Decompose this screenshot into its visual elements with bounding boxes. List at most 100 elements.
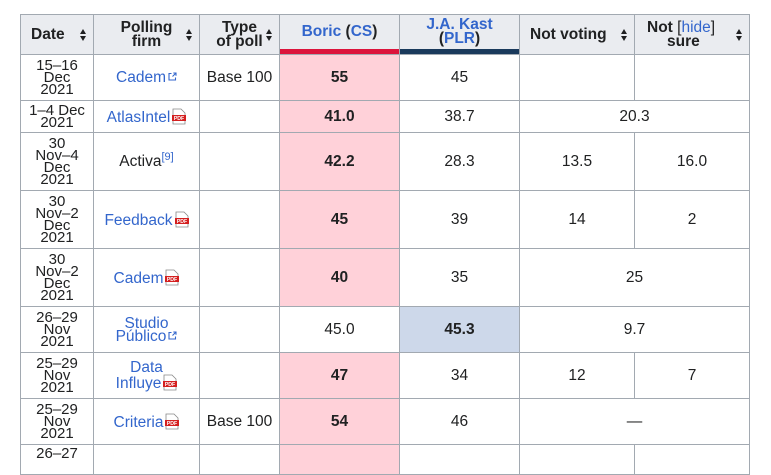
firm-link[interactable]: Influye <box>115 374 162 392</box>
sort-icon[interactable] <box>266 28 273 41</box>
hide-link[interactable]: hide <box>681 18 711 36</box>
date-line: 30 <box>48 134 66 152</box>
kast-value-cell: 38.7 <box>399 100 520 133</box>
sort-icon[interactable] <box>80 28 87 41</box>
date-line: Nov <box>43 320 71 338</box>
col-header-type[interactable]: Type of poll <box>199 14 280 55</box>
hide-toggle[interactable]: [hide] <box>677 18 716 36</box>
col-header-date[interactable]: Date <box>20 14 94 55</box>
type-cell: Base 100 <box>199 398 280 445</box>
date-line: 15–16 <box>36 56 78 74</box>
boric-link[interactable]: Boric <box>301 22 342 40</box>
table-row: 25–29 Nov 2021 Data Influye PDF 47 34 12 … <box>20 352 750 399</box>
firm-link[interactable]: Cadem <box>116 69 166 86</box>
date-line: 2021 <box>40 113 74 131</box>
date-line: Dec <box>43 216 71 234</box>
kast-party-link[interactable]: PLR <box>444 29 475 47</box>
table-row: 1–4 Dec 2021 AtlasIntel PDF 41.0 38.7 20.… <box>20 100 750 133</box>
firm-link[interactable]: Cadem <box>113 270 164 287</box>
date-cell: 30 Nov–2 Dec 2021 <box>20 190 94 249</box>
date-cell: 1–4 Dec 2021 <box>20 100 94 133</box>
col-header-type-label: Type of poll <box>216 19 263 49</box>
date-line: Dec <box>43 68 71 86</box>
svg-text:PDF: PDF <box>167 277 177 283</box>
kast-link[interactable]: J.A. Kast <box>426 15 493 33</box>
kast-value-cell: 28.3 <box>399 132 520 191</box>
merged-undecided-cell: 9.7 <box>519 306 750 353</box>
date-line: 1–4 Dec <box>29 101 85 119</box>
merged-undecided-cell: 25 <box>519 248 750 307</box>
col-header-not-voting[interactable]: Not voting <box>519 14 635 55</box>
firm-link[interactable]: AtlasIntel <box>106 109 171 126</box>
table-row: 25–29 Nov 2021 Criteria PDF Base 100 54 4… <box>20 398 750 445</box>
pdf-icon: PDF <box>165 413 180 430</box>
date-line: 30 <box>48 192 66 210</box>
date-line: Nov <box>43 366 71 384</box>
kast-value-cell: 45.3 <box>399 306 520 353</box>
pdf-icon: PDF <box>174 211 189 228</box>
boric-party-paren-open: ( <box>345 22 351 40</box>
date-line: Nov–4 <box>35 146 79 164</box>
sort-icon[interactable] <box>621 28 628 41</box>
date-cell: 30 Nov–4 Dec 2021 <box>20 132 94 191</box>
date-line: 2021 <box>40 378 74 396</box>
not-voting-cell: 12 <box>519 352 635 399</box>
boric-value-cell: 54 <box>279 398 400 445</box>
boric-party-paren-close: ) <box>372 22 378 40</box>
col-header-firm[interactable]: Polling firm <box>93 14 200 55</box>
date-line: Nov–2 <box>35 204 79 222</box>
type-cell <box>199 190 280 249</box>
date-line: Dec <box>43 274 71 292</box>
svg-text:PDF: PDF <box>176 219 186 225</box>
kast-value-cell: 35 <box>399 248 520 307</box>
col-header-kast[interactable]: J.A. Kast (PLR) <box>399 14 520 55</box>
not-sure-cell <box>634 444 750 475</box>
boric-value-cell: 47 <box>279 352 400 399</box>
sort-icon[interactable] <box>736 28 743 41</box>
external-link-icon <box>168 72 177 81</box>
col-header-firm-label: Polling firm <box>120 18 173 50</box>
table-row: 26–27 <box>20 444 750 475</box>
boric-value-cell: 45.0 <box>279 306 400 353</box>
boric-value-cell: 55 <box>279 54 400 101</box>
firm-header-line2: firm <box>131 32 162 50</box>
pdf-icon: PDF <box>165 269 180 286</box>
firm-cell: Feedback PDF <box>93 190 200 249</box>
kast-value-cell: 34 <box>399 352 520 399</box>
firm-header-line1: Polling <box>120 18 173 36</box>
sort-icon[interactable] <box>186 28 193 41</box>
firm-link[interactable]: Studio <box>124 314 169 332</box>
reference-link[interactable]: [9] <box>161 150 174 163</box>
firm-link[interactable]: Data <box>130 358 163 376</box>
pdf-icon: PDF <box>163 374 178 391</box>
kast-value-cell <box>399 444 520 475</box>
svg-text:PDF: PDF <box>174 116 184 122</box>
kast-color-bar <box>400 49 519 54</box>
date-line: Nov–2 <box>35 262 79 280</box>
poll-table-container: Date Polling firm Type of poll Boric (C <box>20 14 750 475</box>
date-line: 26–29 <box>36 308 78 326</box>
col-header-boric[interactable]: Boric (CS) <box>279 14 400 55</box>
type-cell <box>199 100 280 133</box>
type-cell: Base 100 <box>199 54 280 101</box>
boric-party-link[interactable]: CS <box>350 22 373 40</box>
table-row: 26–29 Nov 2021 Studio Público 45.0 45.3 … <box>20 306 750 353</box>
date-cell: 25–29 Nov 2021 <box>20 398 94 445</box>
not-sure-cell <box>634 54 750 101</box>
not-sure-cell: 7 <box>634 352 750 399</box>
col-header-not-voting-label: Not voting <box>530 25 607 43</box>
col-header-not-sure[interactable]: Not [hide] sure <box>634 14 750 55</box>
date-cell: 15–16 Dec 2021 <box>20 54 94 101</box>
boric-value-cell: 41.0 <box>279 100 400 133</box>
boric-value-cell: 42.2 <box>279 132 400 191</box>
firm-cell: Cadem PDF <box>93 248 200 307</box>
boric-color-bar <box>280 49 399 54</box>
date-line: 25–29 <box>36 400 78 418</box>
table-row: 30 Nov–2 Dec 2021 Feedback PDF 45 39 14 2 <box>20 190 750 249</box>
firm-link[interactable]: Público <box>115 327 167 345</box>
firm-link[interactable]: Feedback <box>104 212 173 229</box>
not-sure-line1: Not <box>647 18 673 36</box>
firm-link[interactable]: Criteria <box>113 414 164 431</box>
date-cell: 25–29 Nov 2021 <box>20 352 94 399</box>
firm-cell <box>93 444 200 475</box>
